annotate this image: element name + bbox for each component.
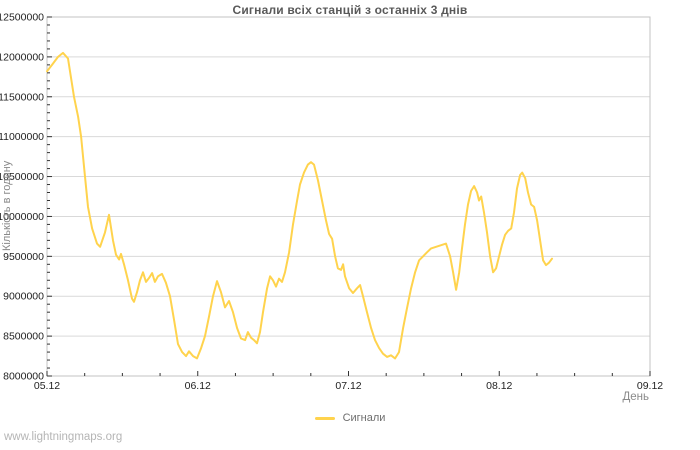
y-tick-label: 12000000 — [0, 51, 44, 63]
legend-item-signals[interactable]: Сигнали — [314, 412, 386, 424]
x-tick-label: 05.12 — [34, 380, 60, 392]
watermark-link: www.lightningmaps.org — [4, 431, 123, 443]
legend-swatch-icon — [314, 416, 335, 420]
y-tick-label: 9000000 — [3, 291, 44, 303]
y-tick-label: 12500000 — [0, 12, 44, 24]
y-tick-label: 10500000 — [0, 171, 44, 183]
legend-label: Сигнали — [342, 412, 386, 424]
y-axis-title: Кількість в годину — [1, 160, 13, 252]
y-tick-label: 11000000 — [0, 131, 44, 143]
y-tick-label: 10000000 — [0, 211, 44, 223]
y-tick-label: 8000000 — [3, 371, 44, 383]
chart-title: Сигнали всіх станцій з останніх 3 днів — [232, 3, 468, 17]
plot-border — [46, 16, 651, 377]
x-tick-label: 06.12 — [185, 380, 211, 392]
x-axis-title: День — [622, 391, 649, 403]
x-tick-label: 08.12 — [486, 380, 512, 392]
x-tick-label: 09.12 — [637, 380, 663, 392]
signals-line — [46, 51, 553, 360]
legend: Сигнали — [0, 412, 700, 424]
x-tick-label: 07.12 — [335, 380, 361, 392]
y-tick-label: 9500000 — [3, 251, 44, 263]
y-tick-label: 8500000 — [3, 331, 44, 343]
y-tick-label: 11500000 — [0, 91, 44, 103]
plot-area: 8000000 8500000 9000000 9500000 10000000 1050… — [0, 12, 663, 393]
